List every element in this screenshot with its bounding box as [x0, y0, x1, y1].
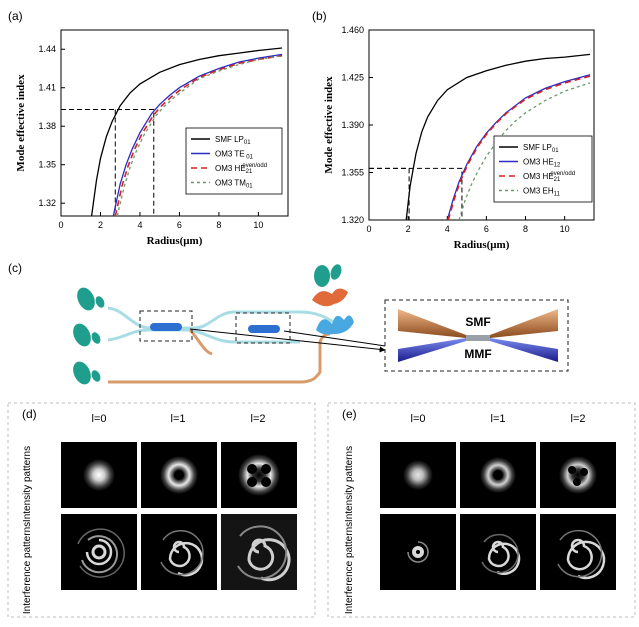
- chart-a-xtick-label: 0: [58, 220, 63, 230]
- panel-c-tag: (c): [8, 261, 22, 275]
- chart-a-legend-label: OM3 TE 01: [215, 150, 254, 161]
- chart-a-series-3: [116, 55, 283, 216]
- panel-e-col-l1: l=1: [491, 413, 506, 425]
- chart-a-frame: [60, 29, 289, 217]
- chart-a-series-1: [112, 53, 283, 216]
- chart-b-xtick-label: 10: [560, 224, 570, 234]
- output-mode-icon-teal: [314, 264, 342, 287]
- chart-a-series-2: [114, 54, 283, 216]
- chart-b-guide-v2: [369, 167, 463, 220]
- fiber-light-blue: [107, 306, 341, 330]
- d-interference-l0: [61, 514, 137, 590]
- panel-d-row-intensity: Intensity patterns: [22, 446, 33, 522]
- chart-b-xtick-label: 4: [445, 224, 450, 234]
- chart-b-legend-label: SMF LP01: [523, 143, 559, 154]
- panel-d-col-l0: l=0: [92, 413, 107, 425]
- fiber-copper: [108, 332, 331, 384]
- chart-a-legend-label: SMF LP01: [215, 135, 251, 146]
- chart-b: 0 2 4 6 8 10 1.320 1.355 1.390 1.425 1.460 Radius(μ…: [323, 25, 595, 251]
- panel-e-col-l2: l=2: [571, 413, 586, 425]
- chart-b-ytick-label: 1.390: [341, 120, 364, 130]
- smf-taper-right: [490, 309, 558, 338]
- chart-b-ytick-label: 1.355: [341, 168, 364, 178]
- fiber-schematic: SMF MMF: [73, 264, 569, 385]
- fused-waist: [466, 335, 490, 341]
- chart-a-ylabel: Mode effective index: [15, 74, 27, 172]
- chart-a-legend-label: OM3 HE21even/odd: [215, 163, 267, 175]
- chart-b-xlabel: Radius(μm): [454, 239, 510, 251]
- chart-a-ytick-label: 1.32: [38, 198, 56, 208]
- input-mode-icon-bottom: [73, 361, 101, 385]
- chart-b-xtick-label: 2: [406, 224, 411, 234]
- panel-d-frame: [7, 402, 316, 618]
- chart-b-legend-label: OM3 HE21even/odd: [523, 171, 575, 183]
- chart-b-xtick-label: 6: [484, 224, 489, 234]
- chart-a-ytick-label: 1.44: [38, 44, 56, 54]
- chart-a-xlabel: Radius(μm): [147, 235, 203, 247]
- panel-d-col-l2: l=2: [251, 413, 266, 425]
- zoom-box: [384, 299, 569, 372]
- chart-b-xtick-label: 0: [366, 224, 371, 234]
- chart-a-xtick-label: 8: [216, 220, 221, 230]
- chart-b-series-0: [405, 53, 591, 220]
- panel-d-row-interference: Interference patterns: [22, 522, 33, 614]
- output-mode-icon-orange: [312, 288, 348, 307]
- mmf-label: MMF: [464, 347, 491, 361]
- chart-a-ytick-label: 1.41: [38, 83, 56, 93]
- chart-b-series-2: [447, 75, 591, 220]
- chart-b-legend-label: OM3 HE12: [523, 158, 561, 169]
- chart-a-xtick-label: 4: [137, 220, 142, 230]
- chart-b-legend-label: OM3 EH11: [523, 187, 561, 198]
- chart-a-guide-v2: [61, 109, 155, 216]
- chart-a-series-0: [90, 47, 283, 216]
- zoom-arrow-2: [283, 330, 386, 347]
- chart-a-xtick-label: 2: [98, 220, 103, 230]
- chart-a-xtick-label: 10: [253, 220, 263, 230]
- zoom-arrow-1: [189, 328, 386, 353]
- panel-e-col-l0: l=0: [411, 413, 426, 425]
- coupler-1: [150, 323, 182, 331]
- chart-b-ytick-label: 1.320: [341, 215, 364, 225]
- smf-label: SMF: [465, 315, 490, 329]
- panel-b-tag: (b): [312, 9, 327, 23]
- output-mode-icon-blue: [316, 315, 354, 335]
- mmf-taper-left: [398, 338, 466, 362]
- chart-a-ytick-label: 1.38: [38, 121, 56, 131]
- chart-b-xtick-label: 8: [523, 224, 528, 234]
- coupler-2: [248, 325, 280, 333]
- panel-e-tag: (e): [342, 407, 357, 421]
- smf-taper-left: [398, 309, 466, 338]
- panel-d-tag: (d): [22, 407, 37, 421]
- chart-a: 0 2 4 6 8 10 1.32 1.35 1.38 1.41 1.44 Radius(μm) Mod…: [15, 29, 289, 247]
- panel-d-col-l1: l=1: [171, 413, 186, 425]
- chart-b-ytick-label: 1.460: [341, 25, 364, 35]
- chart-a-xtick-label: 6: [177, 220, 182, 230]
- panel-a-tag: (a): [8, 9, 23, 23]
- chart-b-ylabel: Mode effective index: [323, 76, 335, 174]
- panel-e-frame: [327, 402, 636, 618]
- mmf-taper-right: [490, 338, 558, 362]
- chart-a-ytick-label: 1.35: [38, 160, 56, 170]
- chart-b-ytick-label: 1.425: [341, 73, 364, 83]
- input-mode-icon-top: [77, 287, 105, 311]
- coupler-box-1: [139, 310, 193, 342]
- input-mode-icon-middle: [73, 323, 101, 347]
- e-interference-l0: [380, 514, 456, 590]
- panel-e-row-intensity: Intensity patterns: [344, 446, 355, 522]
- chart-a-legend-label: OM3 TM01: [215, 179, 253, 190]
- panel-e-row-interference: Interference patterns: [344, 522, 355, 614]
